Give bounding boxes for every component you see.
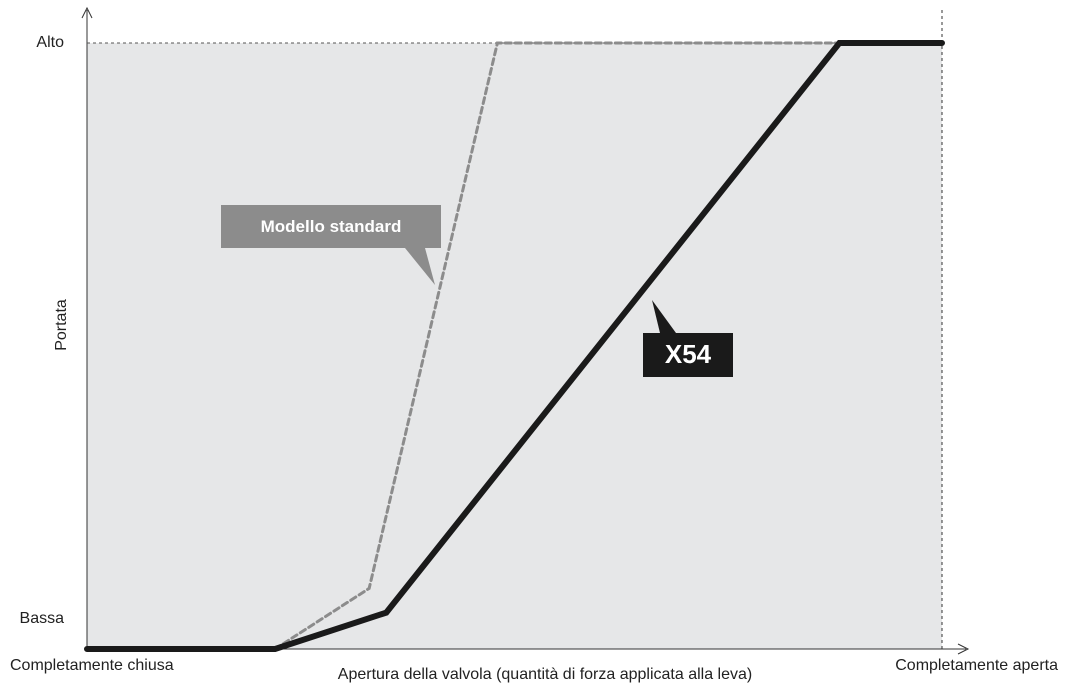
x-tick-label: Completamente chiusa [10, 657, 174, 674]
label-text: X54 [665, 339, 712, 369]
y-tick-label: Bassa [20, 610, 65, 627]
y-axis-label: Portata [53, 299, 70, 351]
y-tick-label: Alto [36, 34, 64, 51]
label-text: Modello standard [261, 217, 402, 236]
plot-area [87, 43, 942, 649]
x-axis-label: Apertura della valvola (quantità di forz… [338, 666, 752, 683]
chart: Apertura della valvola (quantità di forz… [0, 0, 1066, 684]
x-tick-label: Completamente aperta [895, 657, 1058, 674]
